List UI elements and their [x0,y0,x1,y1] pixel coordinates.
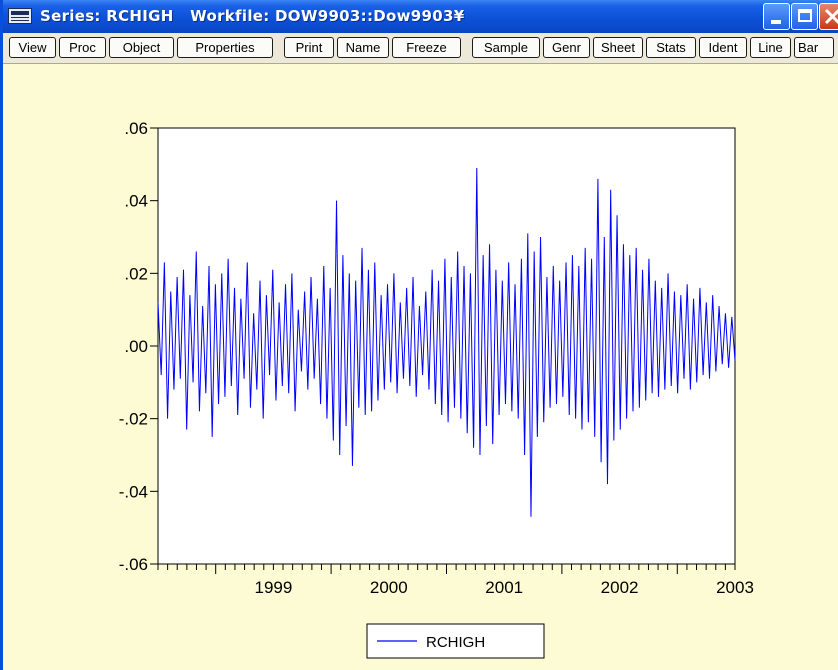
sample-button[interactable]: Sample [472,37,540,58]
print-button[interactable]: Print [284,37,334,58]
y-tick-label: .04 [124,192,148,211]
bar-button[interactable]: Bar [794,37,834,58]
y-tick-label: .06 [124,119,148,138]
x-tick-label: 1999 [254,578,292,597]
x-tick-label: 2003 [716,578,754,597]
line-chart: .06 .04 .02 .00 -.02 -.04 -.06 1999 2000 2001 2002… [119,119,754,659]
line-button[interactable]: Line [750,37,791,58]
y-tick-label: .02 [124,264,148,283]
y-tick-label: -.04 [119,482,148,501]
ident-button[interactable]: Ident [699,37,747,58]
name-button[interactable]: Name [337,37,389,58]
minimize-icon [771,20,781,24]
maximize-button[interactable] [791,3,818,30]
x-tick-label: 2000 [370,578,408,597]
legend-label: RCHIGH [426,634,485,651]
view-button[interactable]: View [9,37,56,58]
properties-button[interactable]: Properties [177,37,273,58]
y-tick-label: .00 [124,337,148,356]
y-tick-label: -.06 [119,555,148,574]
y-tick-label: -.02 [119,410,148,429]
stats-button[interactable]: Stats [646,37,696,58]
minimize-button[interactable] [763,3,790,30]
series-line-rchigh [157,167,736,517]
title-bar[interactable]: Series: RCHIGH Workfile: DOW9903::Dow990… [3,0,838,33]
freeze-button[interactable]: Freeze [392,37,461,58]
sheet-button[interactable]: Sheet [593,37,643,58]
series-window-icon[interactable] [8,8,32,24]
window-title: Series: RCHIGH Workfile: DOW9903::Dow990… [40,7,465,25]
proc-button[interactable]: Proc [59,37,106,58]
close-icon [824,8,838,25]
genr-button[interactable]: Genr [543,37,590,58]
object-button[interactable]: Object [109,37,174,58]
x-tick-label: 2001 [485,578,523,597]
close-button[interactable] [819,3,838,30]
x-tick-label: 2002 [601,578,639,597]
toolbar: View Proc Object Properties Print Name F… [3,33,838,64]
maximize-icon [798,9,812,22]
